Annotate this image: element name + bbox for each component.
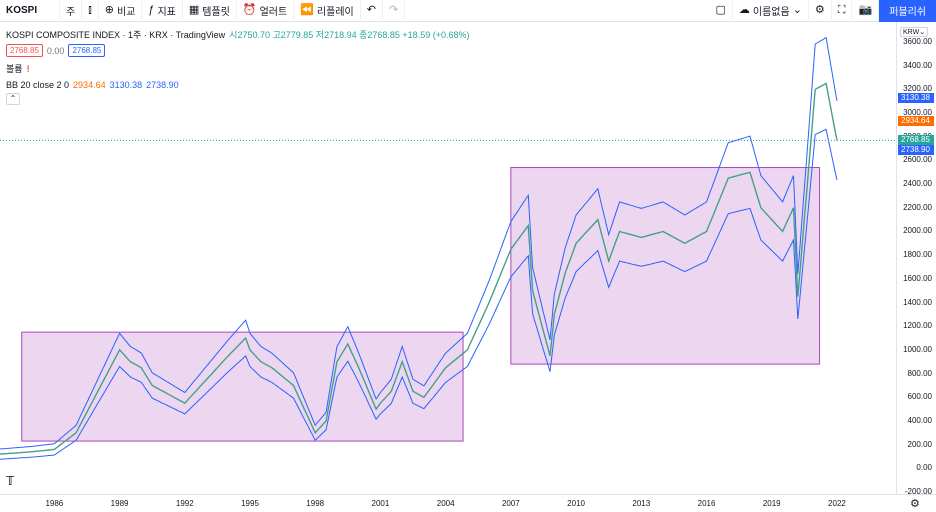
price-chart[interactable] bbox=[0, 22, 896, 494]
bb-label[interactable]: BB 20 close 2 0 bbox=[6, 80, 70, 90]
highlight-rectangle-1 bbox=[21, 331, 464, 442]
collapse-legend-button[interactable]: ⌃ bbox=[6, 93, 20, 105]
x-tick-label: 1989 bbox=[110, 499, 129, 508]
compare-button[interactable]: ⊕ 비교 bbox=[99, 0, 143, 22]
x-tick-label: 2019 bbox=[762, 499, 781, 508]
x-tick-label: 1992 bbox=[175, 499, 194, 508]
y-tick-label: 800.00 bbox=[907, 368, 932, 378]
x-tick-label: 2022 bbox=[828, 499, 846, 508]
x-tick-label: 2016 bbox=[697, 499, 716, 508]
axis-settings-button[interactable]: ⚙ bbox=[910, 497, 920, 510]
gear-icon: ⚙ bbox=[814, 4, 825, 16]
y-tick-label: 1200.00 bbox=[903, 321, 932, 331]
templates-label: 템플릿 bbox=[202, 7, 230, 18]
bb-upper-tag: 3130.38 bbox=[898, 92, 934, 103]
sell-price[interactable]: 2768.85 bbox=[6, 44, 43, 57]
camera-icon: 📷 bbox=[858, 4, 873, 16]
undo-button[interactable]: ↶ bbox=[361, 0, 383, 22]
bb-upper-line bbox=[0, 36, 838, 450]
settings-button[interactable]: ⚙ bbox=[809, 0, 832, 22]
tv-logo-icon: 𝕋 bbox=[6, 474, 15, 488]
buy-price[interactable]: 2768.85 bbox=[68, 44, 106, 57]
y-tick-label: -200.00 bbox=[904, 487, 932, 496]
x-tick-label: 1998 bbox=[306, 499, 325, 508]
x-tick-label: 1995 bbox=[241, 499, 259, 508]
x-tick-label: 2010 bbox=[567, 499, 585, 508]
grid-icon: ▦ bbox=[188, 4, 200, 16]
fullscreen-icon: ⛶ bbox=[837, 4, 846, 16]
redo-icon: ↷ bbox=[388, 4, 399, 16]
square-icon: ▢ bbox=[715, 4, 726, 16]
indicators-button[interactable]: ƒ 지표 bbox=[142, 0, 183, 22]
y-tick-label: 2200.00 bbox=[903, 202, 932, 212]
time-axis[interactable]: 1986 1989 1992 1995 1998 2001 2004 2007 2010 2013… bbox=[0, 494, 936, 512]
alarm-icon: ⏰ bbox=[242, 4, 257, 16]
compare-label: 비교 bbox=[116, 7, 136, 18]
bb-lower-line bbox=[0, 128, 838, 460]
rewind-icon: ⏪ bbox=[300, 4, 314, 16]
bb-basis-value: 2934.64 bbox=[73, 80, 106, 90]
y-tick-label: 2600.00 bbox=[903, 155, 932, 165]
snapshot-button[interactable]: 📷 bbox=[852, 0, 880, 22]
layout-toggle[interactable]: ▢ bbox=[709, 0, 733, 22]
price-series-line bbox=[0, 82, 838, 455]
x-tick-label: 2001 bbox=[371, 499, 390, 508]
volume-label[interactable]: 볼륨 bbox=[6, 64, 23, 74]
cloud-icon: ☁ bbox=[738, 4, 750, 16]
bb-upper-value: 3130.38 bbox=[109, 80, 143, 90]
interval-button[interactable]: 주 bbox=[60, 0, 83, 22]
bb-basis-tag: 2934.64 bbox=[898, 115, 934, 126]
undo-icon: ↶ bbox=[366, 4, 376, 16]
y-tick-label: 3000.00 bbox=[903, 108, 932, 118]
bb-lower-value: 2738.90 bbox=[146, 80, 179, 90]
symbol-search[interactable]: KOSPI bbox=[0, 0, 60, 22]
indicators-label: 지표 bbox=[157, 7, 176, 18]
chart-legend: KOSPI COMPOSITE INDEX · 1주 · KRX · Tradi… bbox=[6, 28, 469, 105]
alerts-button[interactable]: ⏰ 얼러트 bbox=[237, 0, 295, 22]
chart-type-button[interactable]: ⫾ bbox=[82, 0, 99, 22]
bb-lower-tag: 2738.90 bbox=[898, 145, 934, 156]
y-tick-label: 2400.00 bbox=[903, 179, 932, 189]
y-tick-label: 3400.00 bbox=[903, 60, 932, 70]
alerts-label: 얼러트 bbox=[259, 7, 288, 18]
templates-button[interactable]: ▦ 템플릿 bbox=[183, 0, 237, 22]
x-tick-label: 2013 bbox=[632, 499, 651, 508]
layout-name-button[interactable]: ☁ 이름없음 ⌄ bbox=[733, 0, 809, 22]
publish-button[interactable]: 퍼블리쉬 bbox=[879, 0, 936, 22]
y-tick-label: 1000.00 bbox=[903, 344, 932, 354]
replay-label: 리플레이 bbox=[316, 7, 354, 18]
y-tick-label: 2000.00 bbox=[903, 226, 932, 236]
layout-name-label: 이름없음 bbox=[752, 7, 790, 18]
last-price-tag: 2768.85 bbox=[898, 135, 934, 146]
warning-icon[interactable]: ! bbox=[26, 63, 30, 74]
y-tick-label: 1800.00 bbox=[903, 250, 932, 260]
chevron-down-icon: ⌄ bbox=[792, 4, 802, 16]
x-tick-label: 1986 bbox=[45, 499, 64, 508]
top-toolbar: KOSPI 주 ⫾ ⊕ 비교 ƒ 지표 ▦ 템플릿 ⏰ 얼러트 ⏪ 리플레이 ↶… bbox=[0, 0, 936, 22]
replay-button[interactable]: ⏪ 리플레이 bbox=[294, 0, 361, 22]
y-tick-label: 600.00 bbox=[907, 392, 932, 402]
ohlc-values: 시2750.70 고2779.85 저2718.94 종2768.85 +18.… bbox=[229, 30, 470, 40]
plus-circle-icon: ⊕ bbox=[104, 4, 114, 16]
x-tick-label: 2004 bbox=[436, 499, 455, 508]
tradingview-logo[interactable]: 𝕋 bbox=[6, 474, 14, 488]
y-tick-label: 400.00 bbox=[907, 415, 932, 425]
spread-value: 0.00 bbox=[46, 45, 65, 56]
x-tick-label: 2007 bbox=[501, 499, 520, 508]
y-tick-label: 200.00 bbox=[907, 439, 932, 449]
highlight-rectangle-2 bbox=[510, 167, 821, 365]
redo-button[interactable]: ↷ bbox=[383, 0, 406, 22]
y-tick-label: 3600.00 bbox=[903, 37, 932, 46]
fullscreen-button[interactable]: ⛶ bbox=[832, 0, 853, 22]
y-tick-label: 0.00 bbox=[916, 463, 932, 473]
candlestick-icon: ⫾ bbox=[88, 4, 92, 16]
indicators-icon: ƒ bbox=[148, 4, 155, 16]
y-tick-label: 3200.00 bbox=[903, 84, 932, 94]
y-tick-label: 1400.00 bbox=[903, 297, 932, 307]
symbol-title[interactable]: KOSPI COMPOSITE INDEX · 1주 · KRX · Tradi… bbox=[6, 30, 226, 40]
gear-icon: ⚙ bbox=[910, 498, 920, 510]
currency-selector[interactable]: KRW⌄ bbox=[900, 27, 929, 37]
y-tick-label: 1600.00 bbox=[903, 273, 932, 283]
